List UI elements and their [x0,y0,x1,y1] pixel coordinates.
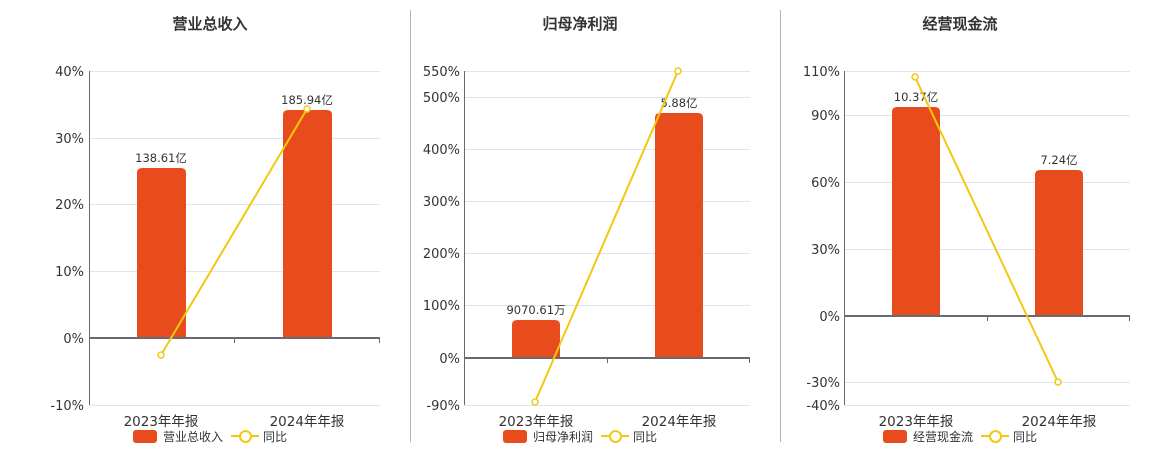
svg-text:60%: 60% [811,176,840,191]
svg-text:2023年年报: 2023年年报 [499,414,574,430]
svg-text:2023年年报: 2023年年报 [124,414,199,430]
bar-label: 10.37亿 [894,90,938,104]
svg-text:2024年年报: 2024年年报 [1022,414,1097,430]
svg-text:0%: 0% [819,310,840,325]
yoy-line [160,108,308,356]
line-legend-icon[interactable] [601,429,630,443]
bar-legend-label[interactable]: 归母净利润 [533,429,594,444]
svg-text:-10%: -10% [50,399,84,414]
chart-title: 营业总收入 [172,15,248,33]
chart-panel-net-profit: 归母净利润 550% 500% 400% 300% 200% 100% 0% -… [423,15,750,444]
svg-text:400%: 400% [423,143,460,158]
svg-text:2024年年报: 2024年年报 [270,414,345,430]
bar-2023 [137,168,186,338]
bar-2023 [892,107,940,316]
svg-text:30%: 30% [811,243,840,258]
chart-title: 经营现金流 [922,15,998,33]
svg-text:110%: 110% [803,65,840,80]
yoy-line [914,76,1059,383]
svg-text:0%: 0% [63,332,84,347]
chart-title: 归母净利润 [542,15,618,33]
chart-panel-revenue: 营业总收入 40% 30% 20% 10% 0% -10% 138.61亿 18… [0,0,400,450]
svg-text:-40%: -40% [806,399,840,414]
bar-2023 [512,320,560,358]
line-legend-label[interactable]: 同比 [633,429,658,444]
bar-label: 185.94亿 [281,93,333,107]
svg-text:90%: 90% [811,109,840,124]
bar-legend-swatch[interactable] [503,429,527,443]
bar-label: 9070.61万 [506,303,565,317]
yoy-line [534,70,679,403]
bar-legend-label[interactable]: 经营现金流 [913,429,974,444]
bar-label: 5.88亿 [660,96,697,110]
line-legend-icon[interactable] [231,429,260,443]
svg-text:550%: 550% [423,65,460,80]
panel-divider [410,10,411,442]
chart-legend[interactable]: 营业总收入 同比 [133,428,287,444]
svg-text:0%: 0% [439,352,460,367]
chart-plot: 40% 30% 20% 10% 0% -10% 138.61亿 185.94亿 … [50,65,380,430]
svg-text:300%: 300% [423,195,460,210]
bar-label: 7.24亿 [1040,153,1077,167]
line-legend-icon[interactable] [981,429,1010,443]
panel-divider [780,10,781,442]
svg-text:-90%: -90% [426,399,460,414]
bar-legend-label[interactable]: 营业总收入 [163,429,224,444]
bar-label: 138.61亿 [135,151,187,165]
chart-legend[interactable]: 经营现金流 同比 [883,428,1037,444]
svg-text:20%: 20% [55,198,84,213]
bar-legend-swatch[interactable] [133,429,157,443]
svg-text:40%: 40% [55,65,84,80]
svg-text:2024年年报: 2024年年报 [642,414,717,430]
line-legend-label[interactable]: 同比 [1013,429,1038,444]
bar-2024 [283,110,332,338]
bar-2024 [1035,170,1083,316]
svg-text:30%: 30% [55,132,84,147]
svg-text:-30%: -30% [806,376,840,391]
svg-text:500%: 500% [423,91,460,106]
bar-2024 [655,113,703,358]
bar-legend-swatch[interactable] [883,429,907,443]
svg-text:200%: 200% [423,247,460,262]
svg-text:10%: 10% [55,265,84,280]
chart-legend[interactable]: 归母净利润 同比 [503,428,657,444]
line-legend-label[interactable]: 同比 [263,429,288,444]
chart-plot: 550% 500% 400% 300% 200% 100% 0% -90% 90… [423,65,750,430]
svg-text:100%: 100% [423,299,460,314]
svg-text:2023年年报: 2023年年报 [879,414,954,430]
